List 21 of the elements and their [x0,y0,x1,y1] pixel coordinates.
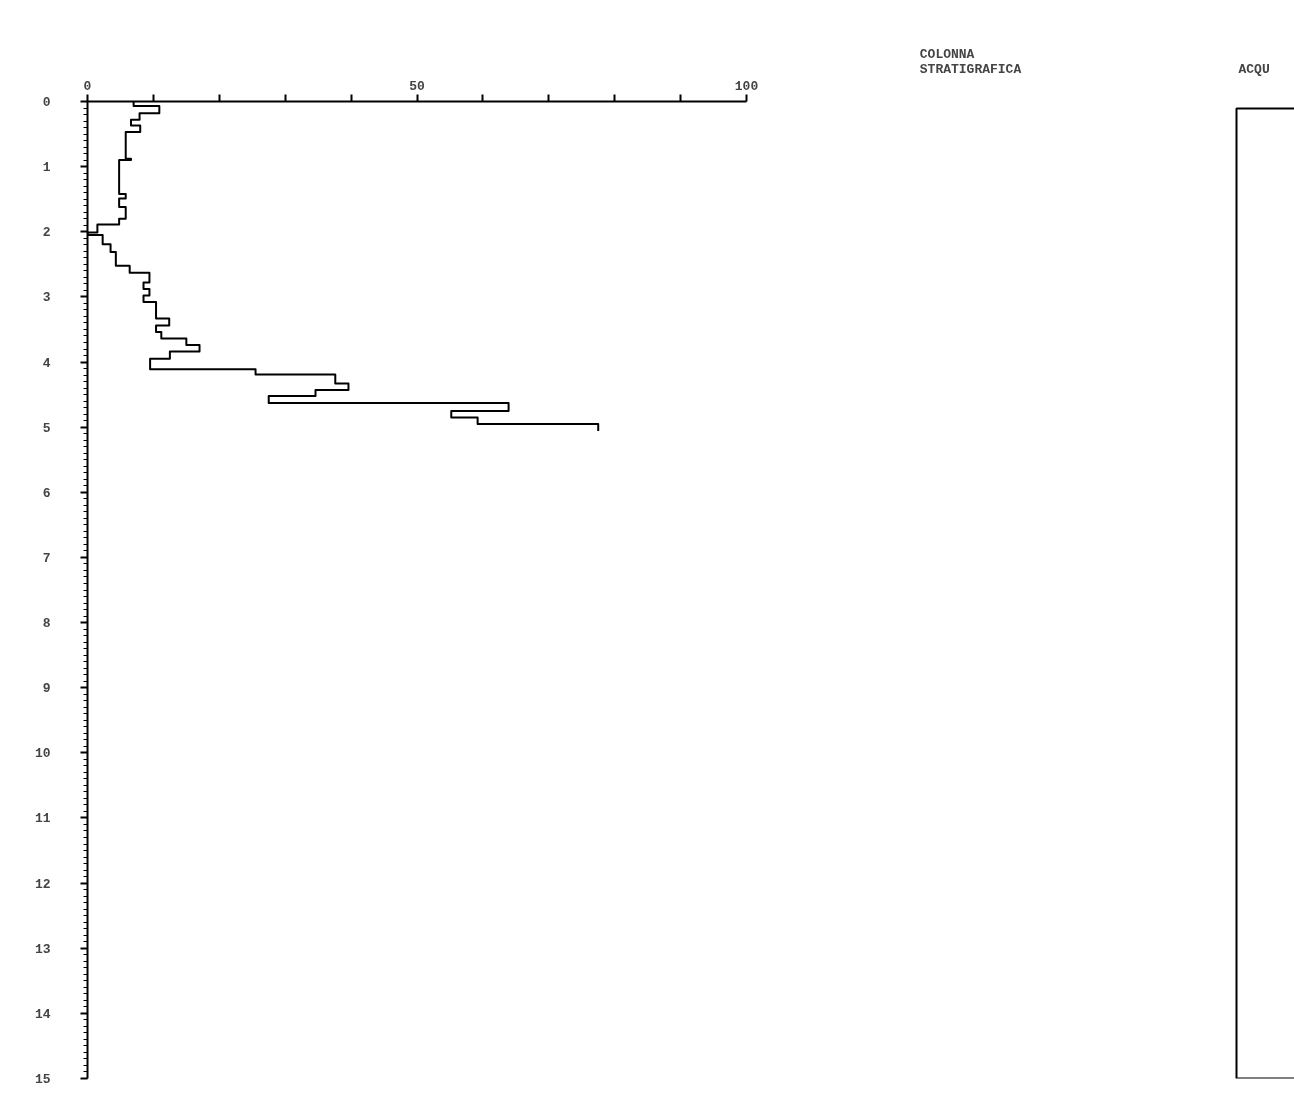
x-tick-label: 100 [734,78,759,94]
y-tick-label: 14 [34,1006,51,1022]
y-tick-label: 11 [34,811,51,827]
y-tick-label: 4 [42,355,51,371]
x-tick-label: 0 [83,78,92,94]
y-tick-label: 2 [42,225,51,241]
y-tick-label: 0 [42,95,51,110]
text: COLONNA STRATIGRAFICA [919,46,1022,77]
text: ACQU [1238,61,1270,77]
y-tick-label: 3 [42,290,51,306]
y-tick-label: 12 [34,876,51,892]
y-tick-label: 13 [34,941,51,957]
y-tick-label: 15 [34,1072,51,1087]
y-tick-label: 10 [34,746,51,762]
y-tick-label: 8 [42,616,51,632]
y-tick-label: 6 [42,485,51,501]
y-tick-label: 1 [42,160,51,176]
y-tick-label: 5 [42,420,51,436]
y-tick-label: 7 [42,550,51,566]
y-tick-label: 9 [42,681,51,697]
x-tick-label: 50 [409,78,425,94]
